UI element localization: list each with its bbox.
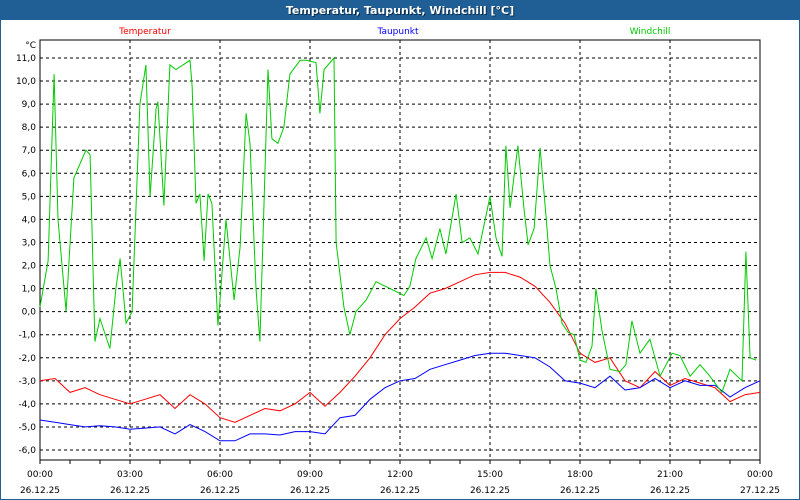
series-line-taupunkt (39, 352, 761, 442)
x-tick-time: 00:00 (27, 470, 53, 480)
y-tick-label: 6,0 (22, 169, 37, 179)
x-tick-date: 26.12.25 (290, 486, 330, 496)
y-tick-label: 1,0 (22, 285, 37, 295)
y-tick-label: -3,0 (18, 377, 36, 387)
x-tick-time: 00:00 (747, 470, 773, 480)
y-tick-label: -4,0 (18, 400, 36, 410)
x-tick-time: 21:00 (657, 470, 683, 480)
y-tick-label: -2,0 (18, 354, 36, 364)
x-tick-date: 26.12.25 (200, 486, 240, 496)
y-tick-label: -1,0 (18, 331, 36, 341)
y-tick-label: 4,0 (22, 215, 37, 225)
x-tick-date: 26.12.25 (560, 486, 600, 496)
legend-temperatur: Temperatur (118, 27, 171, 37)
x-tick-time: 15:00 (477, 470, 503, 480)
y-tick-label: 2,0 (22, 262, 37, 272)
y-tick-label: 7,0 (22, 146, 37, 156)
y-tick-label: 8,0 (22, 123, 37, 133)
x-tick-date: 26.12.25 (110, 486, 150, 496)
plot-area-border (39, 39, 761, 461)
series-line-windchill (39, 56, 757, 394)
y-axis-unit: °C (25, 41, 36, 51)
x-tick-date: 27.12.25 (740, 486, 780, 496)
y-tick-label: -6,0 (18, 446, 36, 456)
legend-windchill: Windchill (630, 27, 671, 37)
x-tick-time: 03:00 (117, 470, 143, 480)
y-tick-label: 0,0 (22, 308, 37, 318)
x-tick-date: 26.12.25 (650, 486, 690, 496)
legend-taupunkt: Taupunkt (376, 27, 419, 37)
x-tick-date: 26.12.25 (20, 486, 60, 496)
x-tick-date: 26.12.25 (380, 486, 420, 496)
y-tick-label: 11,0 (16, 54, 36, 64)
x-tick-time: 06:00 (207, 470, 233, 480)
x-tick-time: 09:00 (297, 470, 323, 480)
x-tick-time: 18:00 (567, 470, 593, 480)
x-tick-time: 12:00 (387, 470, 413, 480)
y-tick-label: 9,0 (22, 100, 37, 110)
y-tick-label: -5,0 (18, 423, 36, 433)
y-tick-label: 3,0 (22, 238, 37, 248)
y-tick-label: 5,0 (22, 192, 37, 202)
x-tick-date: 26.12.25 (470, 486, 510, 496)
window-title: Temperatur, Taupunkt, Windchill [°C] (1, 1, 799, 20)
y-tick-label: 10,0 (16, 77, 36, 87)
